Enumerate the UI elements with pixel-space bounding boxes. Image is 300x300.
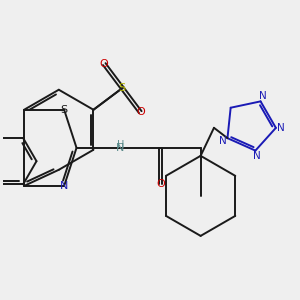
Text: N: N: [60, 181, 68, 191]
Text: N: N: [259, 92, 267, 101]
Text: N: N: [219, 136, 227, 146]
Text: N: N: [116, 143, 125, 153]
Text: S: S: [119, 83, 126, 93]
Text: N: N: [253, 151, 260, 161]
Text: S: S: [61, 105, 68, 115]
Text: H: H: [117, 140, 124, 150]
Text: N: N: [277, 123, 285, 134]
Text: O: O: [100, 59, 109, 69]
Text: O: O: [136, 107, 145, 117]
Text: O: O: [156, 179, 165, 189]
